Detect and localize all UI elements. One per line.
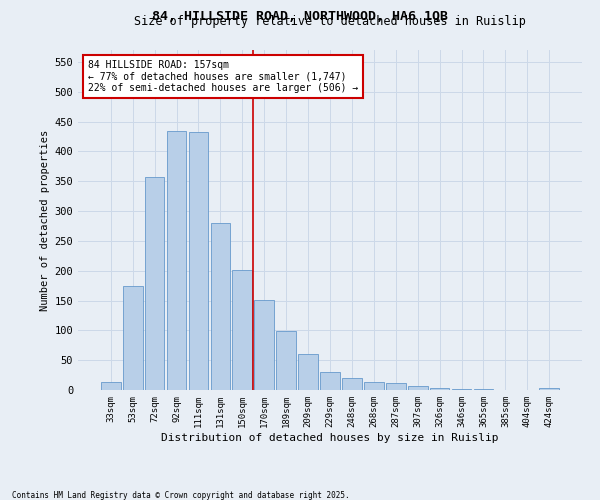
Bar — [276, 331, 296, 390]
Bar — [539, 388, 559, 390]
Bar — [254, 300, 274, 390]
Text: Contains HM Land Registry data © Crown copyright and database right 2025.: Contains HM Land Registry data © Crown c… — [12, 490, 350, 500]
Bar — [145, 177, 164, 390]
Bar — [211, 223, 230, 390]
Bar — [320, 372, 340, 390]
Y-axis label: Number of detached properties: Number of detached properties — [40, 130, 50, 310]
X-axis label: Distribution of detached houses by size in Ruislip: Distribution of detached houses by size … — [161, 432, 499, 442]
Text: 84 HILLSIDE ROAD: 157sqm
← 77% of detached houses are smaller (1,747)
22% of sem: 84 HILLSIDE ROAD: 157sqm ← 77% of detach… — [88, 60, 358, 94]
Bar — [101, 382, 121, 390]
Text: 84, HILLSIDE ROAD, NORTHWOOD, HA6 1QB: 84, HILLSIDE ROAD, NORTHWOOD, HA6 1QB — [152, 10, 448, 23]
Bar — [452, 389, 472, 390]
Bar — [167, 130, 187, 390]
Bar — [408, 386, 428, 390]
Bar — [342, 378, 362, 390]
Bar — [364, 382, 384, 390]
Bar — [188, 132, 208, 390]
Bar — [298, 354, 318, 390]
Bar — [123, 286, 143, 390]
Bar — [430, 388, 449, 390]
Bar — [386, 383, 406, 390]
Title: Size of property relative to detached houses in Ruislip: Size of property relative to detached ho… — [134, 15, 526, 28]
Bar — [232, 270, 252, 390]
